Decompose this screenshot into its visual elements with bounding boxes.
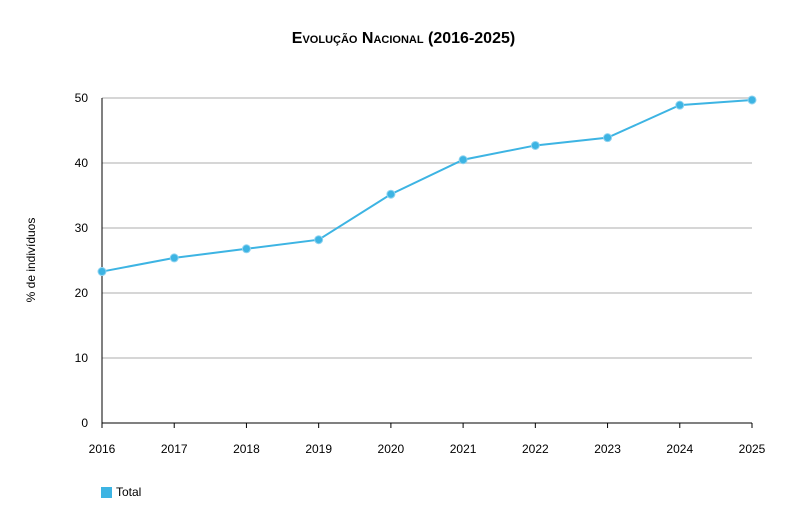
- x-tick-label: 2023: [594, 442, 621, 456]
- chart-title: Evolução Nacional (2016-2025): [291, 30, 516, 47]
- data-point[interactable]: [386, 189, 396, 199]
- legend-swatch: [101, 486, 112, 498]
- y-tick-label: 40: [75, 156, 89, 170]
- y-tick-label: 20: [75, 286, 89, 300]
- x-tick-label: 2016: [89, 442, 116, 456]
- series-line-total: [101, 98, 753, 273]
- x-tick-label: 2018: [233, 442, 260, 456]
- data-point[interactable]: [241, 244, 251, 254]
- y-tick-label: 0: [81, 416, 88, 430]
- y-axis-label: % de indivíduos: [24, 218, 38, 303]
- x-tick-label: 2021: [450, 442, 477, 456]
- y-tick-label: 50: [75, 91, 89, 105]
- data-point[interactable]: [675, 100, 685, 110]
- data-point[interactable]: [169, 253, 179, 263]
- x-tick-label: 2024: [666, 442, 693, 456]
- data-point[interactable]: [314, 235, 324, 245]
- y-tick-label: 10: [75, 351, 89, 365]
- data-point[interactable]: [530, 140, 540, 150]
- data-point[interactable]: [603, 133, 613, 143]
- x-tick-label: 2025: [739, 442, 766, 456]
- y-tick-label: 30: [75, 221, 89, 235]
- data-point[interactable]: [97, 267, 107, 277]
- x-tick-labels: 2016 2017 2018 2019 2020 2021 2022 2023 2024 2025: [89, 442, 766, 456]
- y-tick-labels: 0 10 20 30 40 50: [75, 91, 89, 430]
- data-point[interactable]: [458, 155, 468, 165]
- x-tick-label: 2020: [378, 442, 405, 456]
- series-layer: [97, 95, 757, 277]
- data-point[interactable]: [747, 95, 757, 105]
- legend-label-total: Total: [116, 485, 142, 499]
- axes: [101, 98, 753, 428]
- x-tick-label: 2017: [161, 442, 188, 456]
- gridlines: [102, 97, 752, 359]
- x-tick-label: 2022: [522, 442, 549, 456]
- legend[interactable]: Total: [101, 485, 141, 499]
- x-tick-label: 2019: [305, 442, 332, 456]
